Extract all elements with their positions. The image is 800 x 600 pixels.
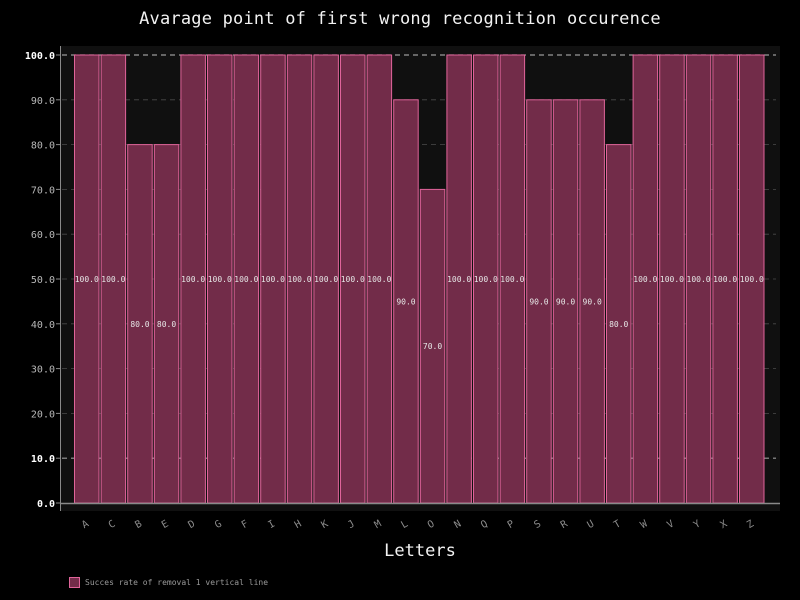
bar-F [233, 54, 260, 504]
y-tick-labels: 0.0 10.0 20.0 30.0 40.0 50.0 60.0 70.0 80.0 90.0 1… [25, 51, 60, 510]
bar-U [579, 99, 605, 504]
bar-value-label: 90.0 [529, 297, 548, 306]
bar-value-label: 100.0 [740, 275, 764, 284]
x-tick-label: L [399, 519, 410, 532]
x-tick-label: U [586, 519, 597, 532]
bar-B [127, 144, 153, 504]
bar-K [313, 54, 339, 504]
bar-value-label: 100.0 [367, 275, 391, 284]
bar-value-label: 80.0 [130, 320, 149, 329]
y-tick-label: 70.0 [31, 185, 55, 196]
bar-J [340, 54, 366, 504]
bar-D [180, 54, 206, 504]
bar-value-label: 100.0 [687, 275, 711, 284]
bar-value-label: 100.0 [288, 275, 312, 284]
bars [74, 54, 765, 504]
y-tick-label: 100.0 [25, 51, 55, 62]
x-tick-label: F [240, 519, 251, 532]
x-tick-label: E [160, 519, 171, 532]
bar-S [526, 99, 552, 504]
bar-value-label: 100.0 [633, 275, 657, 284]
x-tick-label: M [373, 519, 384, 532]
bar-N [446, 54, 472, 504]
x-tick-label: W [639, 518, 651, 531]
x-tick-label: D [187, 519, 198, 532]
bar-A [74, 54, 100, 504]
chart-title: Avarage point of first wrong recognition… [139, 9, 661, 29]
x-tick-label: X [719, 519, 730, 532]
bar-P [499, 54, 526, 504]
bar-value-label: 100.0 [660, 275, 684, 284]
bar-value-label: 100.0 [500, 275, 524, 284]
x-tick-label: H [293, 519, 304, 532]
bar-value-label: 100.0 [234, 275, 258, 284]
x-tick-label: J [346, 519, 357, 532]
bar-value-label: 80.0 [157, 320, 176, 329]
x-tick-label: Y [692, 519, 703, 532]
bar-L [393, 99, 419, 504]
x-tick-label: S [532, 519, 543, 532]
bar-value-label: 100.0 [474, 275, 498, 284]
x-tick-label: B [133, 519, 144, 532]
y-tick-label: 40.0 [31, 320, 55, 331]
y-tick-label: 10.0 [31, 454, 55, 465]
bar-value-label: 80.0 [609, 320, 628, 329]
x-tick-label: K [320, 519, 331, 532]
bar-value-label: 90.0 [583, 297, 602, 306]
bar-value-label: 100.0 [314, 275, 338, 284]
legend-label: Succes rate of removal 1 vertical line [85, 578, 269, 587]
bar-value-label: 90.0 [396, 297, 415, 306]
bar-value-label: 100.0 [181, 275, 205, 284]
bar-value-label: 100.0 [101, 275, 125, 284]
x-tick-label: Q [479, 519, 490, 532]
y-tick-label: 20.0 [31, 409, 55, 420]
bar-value-label: 100.0 [713, 275, 737, 284]
bar-value-label: 100.0 [447, 275, 471, 284]
x-tick-label: Z [745, 519, 756, 532]
x-tick-label: A [80, 519, 91, 532]
bar-O [419, 188, 446, 504]
bar-G [207, 54, 233, 504]
y-tick-label: 90.0 [31, 96, 55, 107]
legend: Succes rate of removal 1 vertical line [69, 577, 268, 588]
x-tick-label: N [453, 519, 464, 532]
x-tick-label: V [665, 519, 676, 532]
x-axis-label: Letters [384, 541, 456, 561]
x-tick-label: G [213, 519, 224, 532]
x-tick-label: T [612, 519, 623, 532]
x-tick-label: R [559, 518, 571, 531]
y-tick-label: 50.0 [31, 275, 55, 286]
bar-M [366, 54, 393, 504]
bar-value-label: 100.0 [75, 275, 99, 284]
y-tick-label: 60.0 [31, 230, 55, 241]
bar-H [286, 54, 313, 504]
y-tick-label: 30.0 [31, 365, 55, 376]
bar-Q [473, 54, 499, 504]
legend-swatch [69, 577, 80, 588]
bar-E [153, 144, 180, 504]
bar-value-label: 100.0 [341, 275, 365, 284]
bar-Z [739, 54, 765, 504]
bar-value-label: 100.0 [208, 275, 232, 284]
bar-C [100, 54, 127, 504]
bar-value-label: 100.0 [261, 275, 285, 284]
x-tick-label: I [266, 519, 277, 532]
y-tick-label: 80.0 [31, 141, 55, 152]
bar-value-label: 70.0 [423, 342, 442, 351]
bar-value-label: 90.0 [556, 297, 575, 306]
x-tick-label: O [426, 519, 437, 532]
x-tick-label: C [107, 519, 118, 532]
y-tick-label: 0.0 [37, 499, 55, 510]
x-tick-label: P [506, 519, 517, 532]
bar-W [632, 54, 659, 504]
